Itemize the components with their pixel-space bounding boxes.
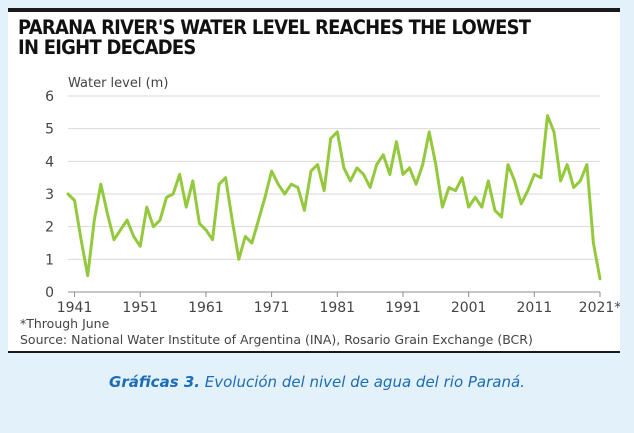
y-axis-label: Water level (m) xyxy=(68,76,168,91)
y-tick-label: 6 xyxy=(45,89,54,105)
caption-label: Gráficas 3. xyxy=(109,373,200,391)
x-tick-label: 1941 xyxy=(57,300,93,312)
footnote: *Through June xyxy=(20,316,110,331)
x-tick-label: 1981 xyxy=(319,300,355,312)
chart-title: PARANA RIVER'S WATER LEVEL REACHES THE L… xyxy=(18,16,531,59)
x-tick-label: 1991 xyxy=(385,300,421,312)
y-tick-label: 1 xyxy=(45,252,54,268)
y-tick-label: 4 xyxy=(45,154,54,170)
line-chart: 0 1 2 3 4 5 6 Water level (m) 1941 1951 1961 1971 19… xyxy=(45,76,620,312)
y-tick-label: 5 xyxy=(45,122,54,138)
x-tick-label: 1961 xyxy=(188,300,224,312)
source-note: Source: National Water Institute of Arge… xyxy=(20,332,533,347)
x-tick-label: 2011 xyxy=(517,300,553,312)
x-tick-label: 1971 xyxy=(254,300,290,312)
x-tick-label: 1951 xyxy=(122,300,158,312)
x-tick-label: 2021* xyxy=(579,300,620,312)
caption-text: Evolución del nivel de agua del rio Para… xyxy=(199,373,525,391)
y-tick-label: 0 xyxy=(45,285,54,301)
figure-caption: Gráficas 3. Evolución del nivel de agua … xyxy=(0,373,634,391)
chart-figure: PARANA RIVER'S WATER LEVEL REACHES THE L… xyxy=(8,8,620,353)
x-tick-label: 2001 xyxy=(451,300,487,312)
y-tick-label: 2 xyxy=(45,220,54,236)
y-tick-label: 3 xyxy=(45,187,54,203)
water-level-line xyxy=(66,114,602,281)
